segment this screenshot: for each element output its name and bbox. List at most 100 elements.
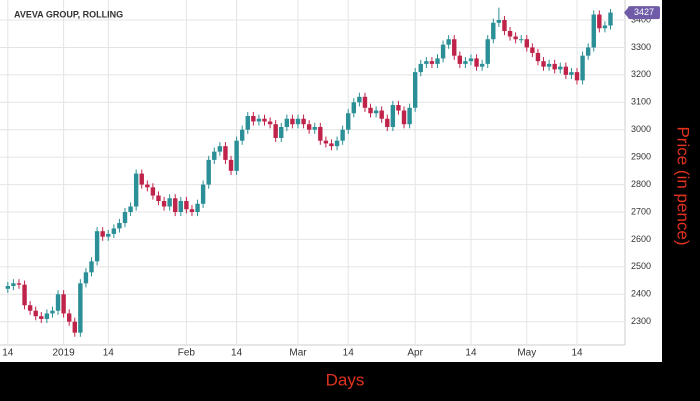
candle-body — [412, 72, 418, 108]
candle-body — [457, 55, 463, 64]
candle-body — [145, 184, 150, 188]
candle-body — [597, 14, 602, 29]
candle-body — [390, 105, 396, 127]
candle-body — [602, 25, 608, 29]
candle-body — [435, 58, 440, 64]
candle-body — [491, 22, 496, 40]
candle-body — [574, 72, 580, 81]
candle-body — [468, 58, 474, 62]
candle-body — [5, 286, 11, 289]
y-tick-label: 2400 — [631, 289, 651, 299]
plot-background — [0, 0, 662, 362]
candle-body — [139, 173, 144, 185]
candle-body — [173, 198, 178, 212]
candle-body — [401, 110, 407, 125]
candle-body — [306, 124, 312, 130]
y-tick-label: 3300 — [631, 42, 651, 52]
candle-body — [94, 231, 100, 262]
candle-body — [217, 146, 223, 152]
candle-body — [513, 36, 518, 40]
candle-body — [223, 146, 228, 160]
candle-body — [580, 55, 585, 81]
candle-body — [156, 195, 161, 202]
chart-title: AVEVA GROUP, ROLLING — [14, 9, 123, 19]
y-tick-label: 3200 — [631, 69, 651, 79]
candle-body — [133, 173, 139, 207]
candle-body — [452, 39, 457, 56]
candle-body — [83, 272, 89, 284]
candle-body — [429, 61, 435, 64]
candle-body — [312, 126, 317, 130]
candle-body — [251, 116, 256, 122]
candle-body — [318, 126, 323, 141]
candle-body — [379, 110, 384, 119]
candle-body — [50, 310, 55, 314]
y-tick-label: 2800 — [631, 179, 651, 189]
candle-body — [72, 321, 77, 333]
candle-body — [535, 52, 541, 62]
candle-body — [340, 129, 345, 141]
candle-body — [558, 66, 563, 70]
x-tick-label: Feb — [178, 348, 196, 359]
candle-body — [479, 63, 485, 67]
y-tick-label: 2600 — [631, 234, 651, 244]
candle-body — [16, 283, 22, 285]
x-tick-label: 14 — [571, 348, 583, 359]
candle-body — [55, 294, 61, 311]
candle-body — [407, 107, 412, 125]
candle-body — [396, 105, 401, 111]
candle-body — [585, 47, 591, 56]
candle-body — [78, 283, 83, 333]
candle-body — [184, 201, 189, 210]
candle-body — [357, 96, 362, 103]
candle-body — [569, 72, 574, 75]
candle-body — [100, 231, 105, 237]
y-tick-label: 2900 — [631, 152, 651, 162]
x-tick-label: 14 — [103, 348, 115, 359]
candle-body — [245, 116, 250, 130]
candle-body — [273, 124, 278, 138]
price-badge — [628, 6, 660, 20]
x-tick-label: 14 — [231, 348, 243, 359]
candle-body — [106, 233, 111, 237]
x-axis-label: Days — [326, 370, 365, 389]
candle-body — [608, 12, 613, 26]
candle-body — [189, 209, 195, 212]
candle-body — [563, 66, 569, 75]
candle-body — [346, 113, 351, 130]
candle-body — [502, 20, 507, 31]
candle-body — [161, 201, 167, 207]
price-badge-label: 3427 — [634, 7, 654, 17]
candle-body — [200, 184, 206, 204]
candle-body — [195, 203, 200, 212]
candle-body — [262, 118, 267, 122]
candle-body — [524, 39, 529, 48]
candle-body — [150, 187, 156, 196]
x-tick-label: 14 — [343, 348, 355, 359]
candle-body — [256, 118, 262, 122]
y-tick-label: 2300 — [631, 316, 651, 326]
candle-body — [546, 63, 552, 67]
candle-body — [507, 30, 513, 37]
candle-body — [33, 310, 38, 317]
candle-body — [66, 313, 72, 322]
y-tick-label: 2700 — [631, 206, 651, 216]
x-tick-label: Mar — [289, 348, 307, 359]
y-tick-label: 3400 — [631, 14, 651, 24]
candle-body — [27, 305, 33, 311]
candle-body — [474, 58, 479, 67]
candle-body — [552, 63, 557, 70]
candle-body — [122, 211, 128, 223]
candle-body — [61, 294, 66, 314]
candle-body — [368, 107, 373, 114]
candle-body — [290, 118, 295, 125]
candle-body — [351, 102, 356, 114]
candle-body — [89, 261, 94, 273]
candle-body — [178, 201, 184, 212]
candle-body — [39, 316, 44, 319]
candle-body — [362, 96, 368, 108]
candle-body — [167, 198, 172, 207]
candle-body — [117, 222, 122, 229]
candle-body — [463, 61, 468, 64]
